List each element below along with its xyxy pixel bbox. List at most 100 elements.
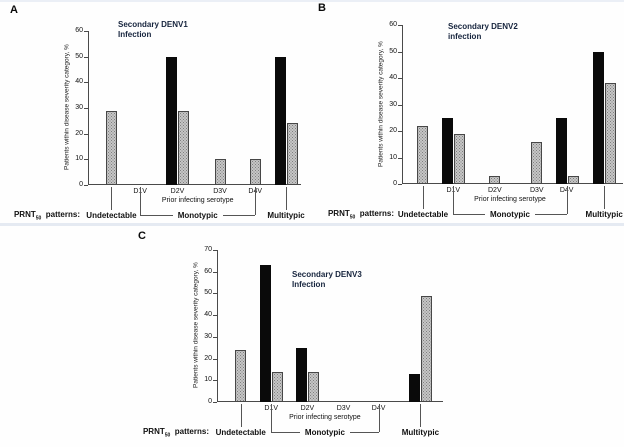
bar-black-Multitypic [275,56,287,185]
y-tick-label: 60 [75,27,83,34]
bar-gray-D1V [272,371,284,402]
y-tick-label: 30 [75,104,83,111]
x-tick-D3V: D3V [336,405,351,412]
chart-title-line2: infection [448,31,482,41]
bracket-right-end [566,186,568,214]
x-tick-D2V: D2V [488,187,502,194]
y-tick-mark [84,185,88,186]
bracket-left-end [453,186,455,214]
prnt-patterns-label: PRNT50 patterns: [328,209,394,221]
y-tick-label: 70 [204,246,212,253]
chart-title-line1: Secondary DENV2 [448,22,518,31]
y-tick-label: 40 [75,78,83,86]
bracket-right-end [378,404,380,432]
y-tick-label: 50 [204,289,212,297]
y-tick-mark [213,402,217,403]
y-tick-mark [398,131,402,132]
pattern-group-multitypic: Multitypic [585,210,623,219]
y-tick-label: 20 [75,129,83,137]
bar-black-Multitypic [593,51,605,184]
bracket-left-end [271,404,273,432]
chart-title-line1: Secondary DENV3 [292,270,362,279]
prnt-subscript: 50 [164,432,171,439]
y-tick-mark [84,159,88,161]
connector-multitypic [420,404,422,427]
pattern-group-monotypic: Monotypic [484,210,535,219]
pattern-group-multitypic: Multitypic [401,428,440,437]
y-tick-label: 0 [79,181,83,188]
bar-gray-D4V [249,159,261,185]
y-tick-mark [398,104,402,106]
prnt-patterns-label: PRNT50 patterns: [14,210,80,222]
panel-a: A Secondary DENV1 Infection Patients wit… [6,2,310,224]
chart-title-line1: Secondary DENV1 [118,20,188,29]
pattern-group-undetectable: Undetectable [397,210,449,219]
bar-gray-D2V [308,371,320,402]
chart-title: Secondary DENV1 Infection [118,20,188,39]
x-tick-D2V: D2V [170,188,185,195]
y-tick-label: 40 [204,311,212,319]
bar-gray-Undetectable [235,349,247,402]
patterns-text: patterns: [174,427,209,436]
chart-title: Secondary DENV3 Infection [292,270,362,289]
x-tick-D3V: D3V [529,187,544,194]
y-tick-mark [398,78,402,79]
bar-gray-Undetectable [105,110,117,185]
x-tick-D3V: D3V [213,188,227,195]
pattern-group-monotypic: Monotypic [299,428,350,437]
y-tick-label: 0 [208,398,212,405]
bar-black-D1V [442,117,454,184]
bar-gray-D3V [214,159,226,185]
pattern-group-undetectable: Undetectable [86,211,137,220]
bar-gray-Undetectable [417,125,429,184]
x-axis-label: Prior infecting serotype [289,414,361,421]
y-tick-mark [398,157,402,159]
plot-area [217,250,443,402]
y-tick-mark [398,184,402,185]
y-tick-label: 0 [393,180,397,187]
prnt-subscript: 50 [35,215,42,222]
plot-area [402,25,623,184]
prnt-text: PRNT [142,427,165,436]
y-tick-label: 30 [389,100,397,108]
y-tick-mark [213,358,217,360]
y-tick-label: 60 [204,267,212,275]
bar-gray-D2V [489,176,501,184]
y-tick-mark [213,250,217,251]
patterns-text: patterns: [45,210,80,219]
bracket-right-end [255,187,257,215]
connector-undetectable [422,186,424,209]
connector-multitypic [286,187,288,210]
bar-gray-Multitypic [287,123,299,185]
y-tick-label: 30 [204,332,212,340]
panel-letter: C [138,230,146,242]
y-tick-label: 20 [204,354,212,362]
y-tick-mark [84,133,88,135]
y-tick-label: 20 [389,127,397,134]
pattern-group-multitypic: Multitypic [267,211,305,220]
bracket-left-end [140,187,142,215]
chart-title-line2: Infection [292,279,326,289]
y-tick-label: 10 [389,153,397,161]
bar-black-D1V [260,265,272,402]
plot-area [88,31,301,185]
connector-undetectable [240,404,242,427]
bar-black-D2V [166,56,178,185]
y-tick-mark [84,56,88,58]
pattern-group-monotypic: Monotypic [172,211,223,220]
y-tick-label: 10 [204,376,212,384]
bar-gray-D3V [531,141,543,184]
y-tick-mark [84,108,88,109]
pattern-group-undetectable: Undetectable [215,428,266,437]
prnt-subscript: 50 [349,214,356,221]
y-tick-mark [213,336,217,338]
y-tick-mark [398,25,402,26]
x-axis-label: Prior infecting serotype [161,197,234,204]
x-axis-label: Prior infecting serotype [474,196,546,203]
panel-b: B Secondary DENV2 infection Patients wit… [314,0,624,222]
y-tick-mark [84,82,88,84]
panel-letter: B [318,2,326,14]
bar-black-D2V [296,347,308,402]
x-tick-D2V: D2V [300,405,315,412]
